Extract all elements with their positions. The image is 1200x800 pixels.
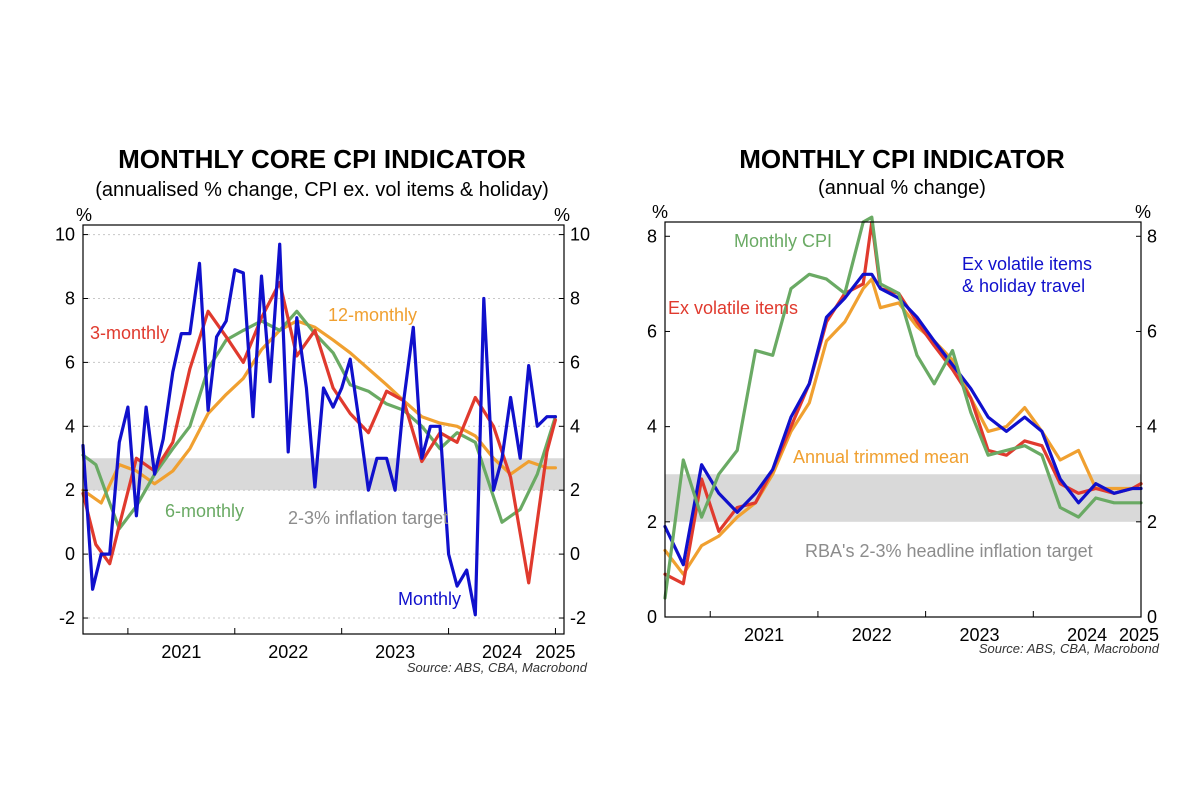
y-tick-label-right: 4 (570, 416, 580, 436)
y-axis-unit-left: % (652, 202, 668, 222)
annotation-ex-volatile: Ex volatile items (668, 298, 798, 318)
x-tick-label: 2024 (482, 642, 522, 662)
y-tick-label-left: -2 (59, 608, 75, 628)
target-band-label: 2-3% inflation target (288, 508, 448, 528)
x-tick-label: 2021 (744, 625, 784, 645)
chart-core-cpi: MONTHLY CORE CPI INDICATOR (annualised %… (55, 144, 590, 675)
plot-frame (664, 221, 1142, 618)
y-axis-unit-right: % (554, 205, 570, 225)
chart-title: MONTHLY CORE CPI INDICATOR (118, 144, 526, 174)
y-tick-label-left: 8 (647, 226, 657, 246)
y-tick-label-left: 6 (65, 352, 75, 372)
series-line-monthly (81, 242, 558, 617)
y-axis-unit-right: % (1135, 202, 1151, 222)
x-tick-label: 2023 (375, 642, 415, 662)
x-tick-label: 2025 (1119, 625, 1159, 645)
annotation-6-monthly: 6-monthly (165, 501, 244, 521)
y-tick-label-left: 2 (65, 480, 75, 500)
series-line-12-monthly (81, 319, 558, 505)
series-line-annual-trimmed-mean (663, 277, 1143, 576)
x-tick-label: 2025 (535, 642, 575, 662)
annotation-monthly: Monthly (398, 589, 461, 609)
y-tick-label-right: 4 (1147, 417, 1157, 437)
y-tick-label-right: 6 (570, 352, 580, 372)
y-tick-label-left: 10 (55, 225, 75, 245)
y-tick-label-left: 4 (65, 416, 75, 436)
x-tick-label: 2023 (959, 625, 999, 645)
chart-subtitle: (annual % change) (818, 177, 986, 199)
x-tick-label: 2022 (268, 642, 308, 662)
chart-subtitle: (annualised % change, CPI ex. vol items … (95, 179, 549, 201)
annotation-ex-volatile-holiday-line2: & holiday travel (962, 276, 1085, 296)
source-note: Source: ABS, CBA, Macrobond (979, 641, 1160, 656)
target-band (665, 474, 1141, 522)
annotation-12-monthly: 12-monthly (328, 305, 417, 325)
y-tick-label-left: 6 (647, 321, 657, 341)
y-tick-label-left: 4 (647, 417, 657, 437)
annotation-ex-volatile-holiday-line1: Ex volatile items (962, 254, 1092, 274)
source-note: Source: ABS, CBA, Macrobond (407, 660, 588, 675)
series-line-monthly-cpi (663, 215, 1143, 600)
annotation-3-monthly: 3-monthly (90, 323, 169, 343)
target-band-label: RBA's 2-3% headline inflation target (805, 541, 1093, 561)
y-tick-label-right: 2 (570, 480, 580, 500)
series-lines (81, 242, 558, 617)
y-tick-label-right: 0 (1147, 607, 1157, 627)
annotation-monthly-cpi: Monthly CPI (734, 231, 832, 251)
y-tick-label-left: 0 (647, 607, 657, 627)
chart-title: MONTHLY CPI INDICATOR (739, 144, 1065, 174)
series-lines (663, 215, 1143, 600)
y-tick-label-right: 6 (1147, 321, 1157, 341)
chart-headline-cpi: MONTHLY CPI INDICATOR (annual % change) … (647, 144, 1160, 656)
y-tick-label-right: -2 (570, 608, 586, 628)
y-tick-label-left: 0 (65, 544, 75, 564)
y-tick-label-right: 10 (570, 225, 590, 245)
y-tick-label-left: 2 (647, 512, 657, 532)
x-tick-label: 2024 (1067, 625, 1107, 645)
axis-ticks: 0 0 2 2 4 4 6 6 8 8 2021 2022 2023 2024 2025 (647, 226, 1159, 645)
y-tick-label-right: 8 (570, 288, 580, 308)
y-tick-label-right: 0 (570, 544, 580, 564)
plot-frame (82, 224, 565, 635)
y-axis-unit-left: % (76, 205, 92, 225)
x-tick-label: 2022 (852, 625, 892, 645)
axis-ticks: -2 -2 0 0 2 2 4 4 6 6 8 8 10 10 2021 2022 2023 2024 2025 (55, 225, 590, 662)
y-tick-label-right: 8 (1147, 226, 1157, 246)
y-tick-label-right: 2 (1147, 512, 1157, 532)
y-tick-label-left: 8 (65, 288, 75, 308)
annotation-trimmed-mean: Annual trimmed mean (793, 447, 969, 467)
x-tick-label: 2021 (161, 642, 201, 662)
